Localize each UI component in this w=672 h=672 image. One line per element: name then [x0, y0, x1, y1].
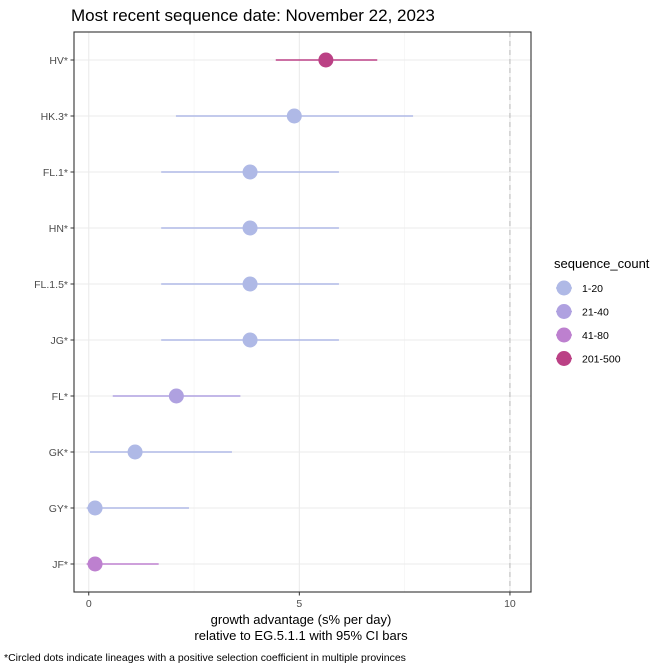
data-point [87, 556, 103, 572]
data-point [168, 388, 184, 404]
footnote: *Circled dots indicate lineages with a p… [4, 652, 406, 664]
y-tick-label: FL.1.5* [34, 279, 68, 291]
y-tick-label: FL* [52, 391, 68, 403]
y-tick-label: HV* [49, 55, 68, 67]
y-tick-label: JG* [50, 335, 68, 347]
legend-key-point [556, 304, 572, 319]
y-tick-label: HN* [49, 223, 68, 235]
data-point [127, 444, 143, 460]
panel-border [73, 31, 532, 593]
data-point [242, 220, 258, 236]
data-point [242, 332, 258, 348]
data-point [87, 500, 103, 516]
x-tick-label: 5 [296, 598, 302, 610]
legend-label: 41-80 [582, 330, 609, 342]
legend-key-point [556, 280, 572, 296]
legend-key-point [556, 351, 572, 366]
data-point [242, 164, 258, 180]
legend-key-point [556, 327, 572, 343]
x-tick-label: 0 [86, 598, 92, 610]
legend-title: sequence_count [554, 256, 650, 271]
legend: 1-20 21-40 41-80 201-500 [556, 280, 621, 366]
legend-label: 201-500 [582, 353, 621, 365]
data-point [242, 276, 258, 292]
y-tick-label: HK.3* [41, 111, 68, 123]
data-point [286, 108, 302, 124]
y-tick-label: FL.1* [43, 167, 68, 179]
plot-panel: HV* HK.3* FL.1* HN* FL.1.5* JG* FL* GK* GY* JF* 0 5… [34, 31, 532, 610]
legend-label: 1-20 [582, 283, 603, 295]
y-tick-label: GK* [49, 447, 68, 459]
x-tick-label: 10 [504, 598, 516, 610]
x-axis-title-line1: growth advantage (s% per day) [211, 612, 392, 627]
x-axis-title-line2: relative to EG.5.1.1 with 95% CI bars [194, 628, 408, 643]
y-tick-label: GY* [49, 503, 68, 515]
y-tick-label: JF* [52, 559, 68, 571]
data-point [318, 52, 334, 68]
chart-title: Most recent sequence date: November 22, … [71, 6, 435, 25]
legend-label: 21-40 [582, 306, 609, 318]
